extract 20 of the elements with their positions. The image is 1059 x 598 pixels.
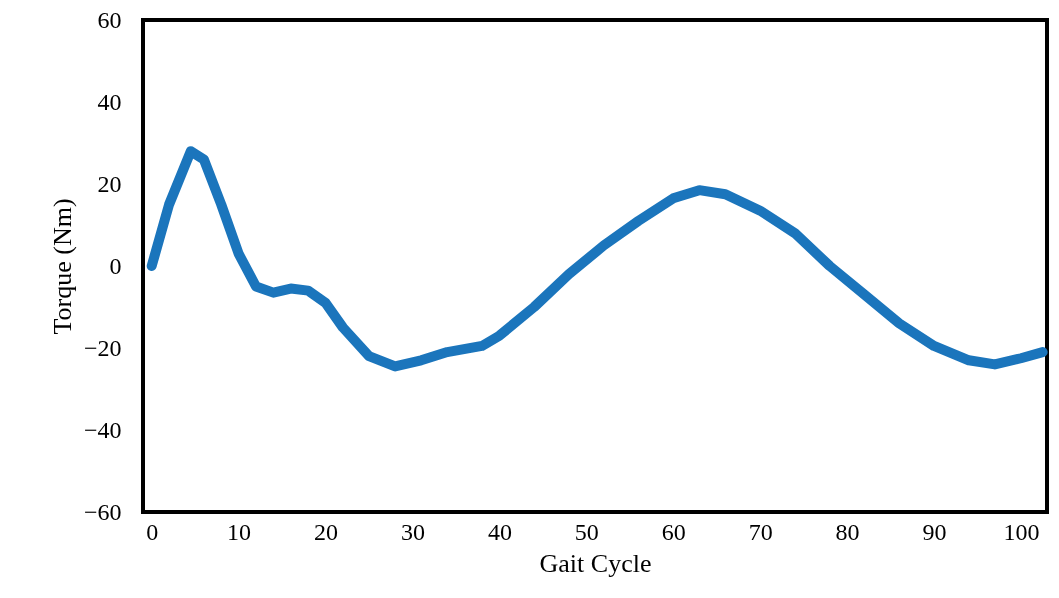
y-tick-label: 40 [97,88,122,115]
x-tick-label: 80 [835,518,860,545]
y-tick-label: 60 [97,6,122,33]
x-tick-label: 50 [574,518,599,545]
y-tick-label: 20 [97,170,122,197]
x-tick-label: 60 [661,518,686,545]
x-tick-label: 20 [314,518,339,545]
x-tick-label: 100 [1003,518,1040,545]
x-axis-title: Gait Cycle [539,548,652,578]
x-tick-label: 90 [922,518,947,545]
y-axis-title: Torque (Nm) [47,198,77,335]
x-tick-label: 0 [146,518,159,545]
y-tick-label: −40 [83,416,122,443]
y-tick-label: −60 [83,498,122,525]
x-tick-label: 10 [227,518,252,545]
y-tick-label: −20 [83,334,122,361]
x-tick-label: 70 [748,518,773,545]
x-tick-label: 30 [400,518,425,545]
y-tick-label: 0 [109,252,122,279]
x-tick-label: 40 [487,518,512,545]
